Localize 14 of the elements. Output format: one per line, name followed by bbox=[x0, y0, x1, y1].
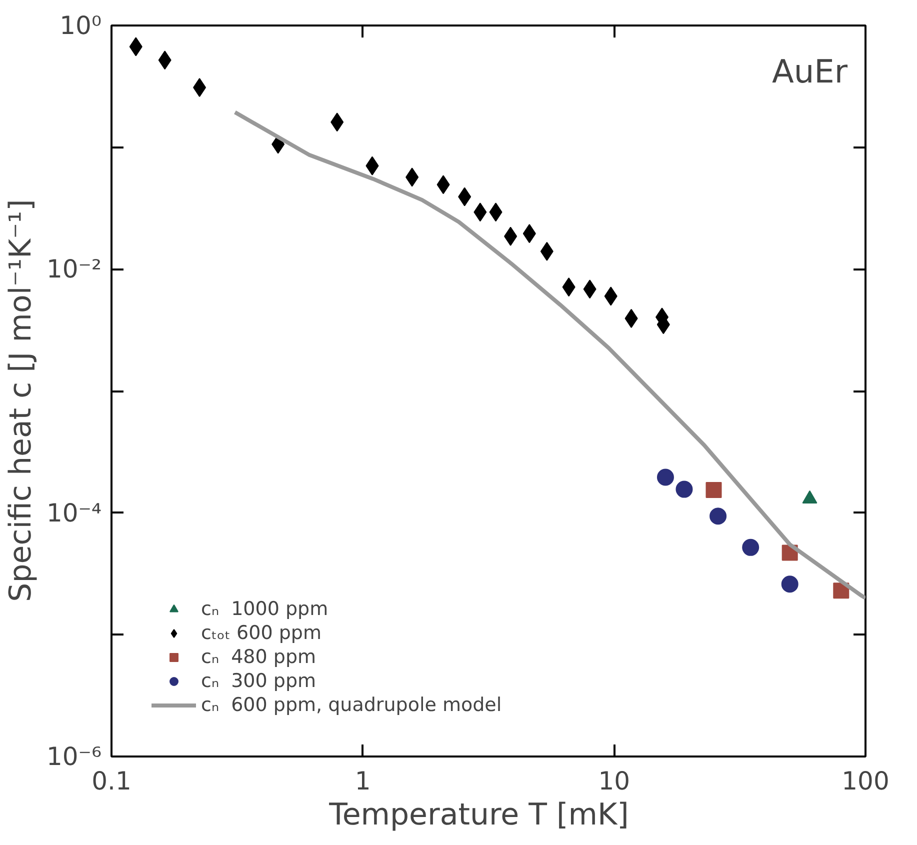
x-tick-label: 100 bbox=[842, 766, 890, 796]
y-tick-label: 10⁰ bbox=[60, 11, 102, 40]
y-tick-label: 10⁻⁴ bbox=[46, 498, 102, 528]
legend-label: cₙ 600 ppm, quadrupole model bbox=[201, 694, 502, 716]
y-tick-label: 10⁻² bbox=[46, 254, 102, 284]
legend-label: cₙ 480 ppm bbox=[201, 646, 316, 668]
x-tick-label: 10 bbox=[598, 766, 630, 796]
legend-label: cₜₒₜ 600 ppm bbox=[201, 622, 322, 644]
x-tick-label: 1 bbox=[354, 766, 371, 796]
legend-label: cₙ 1000 ppm bbox=[201, 598, 328, 620]
annotation: AuEr bbox=[772, 52, 848, 90]
x-axis-title: Temperature T [mK] bbox=[328, 798, 629, 832]
y-axis-title: Specific heat c [J mol⁻¹K⁻¹] bbox=[3, 199, 38, 602]
legend-label: cₙ 300 ppm bbox=[201, 670, 316, 692]
